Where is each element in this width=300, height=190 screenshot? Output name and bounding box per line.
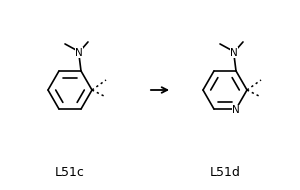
Text: L51c: L51c: [55, 165, 85, 178]
Text: N: N: [230, 48, 238, 58]
Text: L51d: L51d: [210, 165, 240, 178]
Text: N: N: [232, 105, 240, 115]
Text: N: N: [75, 48, 83, 58]
